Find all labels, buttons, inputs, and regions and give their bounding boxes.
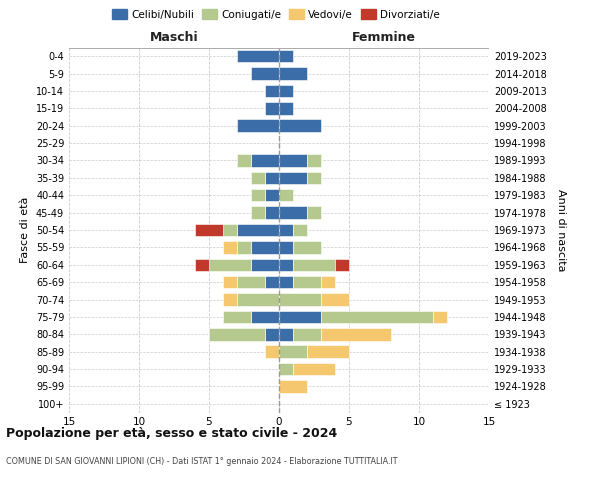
Bar — [321, 294, 349, 306]
Bar — [293, 363, 335, 376]
Bar — [279, 276, 293, 288]
Y-axis label: Fasce di età: Fasce di età — [20, 197, 30, 263]
Bar — [265, 328, 279, 340]
Bar — [279, 241, 293, 254]
Bar — [279, 310, 321, 323]
Bar — [321, 310, 433, 323]
Bar — [279, 84, 293, 97]
Bar — [279, 346, 307, 358]
Bar — [209, 258, 251, 271]
Bar — [223, 241, 237, 254]
Bar — [279, 224, 293, 236]
Bar — [279, 189, 293, 202]
Bar — [307, 154, 321, 166]
Bar — [293, 224, 307, 236]
Bar — [321, 276, 335, 288]
Bar — [251, 172, 265, 184]
Bar — [279, 328, 293, 340]
Bar — [251, 206, 265, 219]
Bar — [321, 328, 391, 340]
Text: COMUNE DI SAN GIOVANNI LIPIONI (CH) - Dati ISTAT 1° gennaio 2024 - Elaborazione : COMUNE DI SAN GIOVANNI LIPIONI (CH) - Da… — [6, 458, 398, 466]
Bar — [237, 241, 251, 254]
Bar — [251, 241, 279, 254]
Bar — [293, 258, 335, 271]
Legend: Celibi/Nubili, Coniugati/e, Vedovi/e, Divorziati/e: Celibi/Nubili, Coniugati/e, Vedovi/e, Di… — [108, 5, 444, 24]
Bar — [237, 154, 251, 166]
Bar — [223, 224, 237, 236]
Bar — [195, 258, 209, 271]
Bar — [293, 241, 321, 254]
Bar — [265, 206, 279, 219]
Bar — [279, 363, 293, 376]
Bar — [265, 102, 279, 115]
Bar — [279, 172, 307, 184]
Bar — [195, 224, 223, 236]
Bar — [307, 172, 321, 184]
Bar — [251, 154, 279, 166]
Bar — [279, 258, 293, 271]
Bar — [307, 206, 321, 219]
Bar — [279, 102, 293, 115]
Bar — [265, 189, 279, 202]
Bar — [223, 276, 237, 288]
Bar — [251, 189, 265, 202]
Bar — [237, 294, 279, 306]
Bar — [279, 154, 307, 166]
Bar — [223, 310, 251, 323]
Bar — [251, 258, 279, 271]
Bar — [279, 120, 321, 132]
Bar — [209, 328, 265, 340]
Bar — [251, 68, 279, 80]
Text: Femmine: Femmine — [352, 31, 416, 44]
Bar — [279, 206, 307, 219]
Bar — [279, 50, 293, 62]
Bar — [251, 310, 279, 323]
Bar — [265, 346, 279, 358]
Bar — [223, 294, 237, 306]
Bar — [279, 294, 321, 306]
Bar — [237, 224, 279, 236]
Text: Popolazione per età, sesso e stato civile - 2024: Popolazione per età, sesso e stato civil… — [6, 428, 337, 440]
Bar — [279, 68, 307, 80]
Bar — [265, 84, 279, 97]
Bar — [433, 310, 447, 323]
Bar — [237, 276, 265, 288]
Bar — [237, 50, 279, 62]
Bar — [265, 276, 279, 288]
Bar — [307, 346, 349, 358]
Text: Maschi: Maschi — [149, 31, 199, 44]
Bar — [293, 276, 321, 288]
Bar — [237, 120, 279, 132]
Bar — [335, 258, 349, 271]
Bar — [279, 380, 307, 392]
Bar — [293, 328, 321, 340]
Y-axis label: Anni di nascita: Anni di nascita — [556, 188, 566, 271]
Bar — [265, 172, 279, 184]
